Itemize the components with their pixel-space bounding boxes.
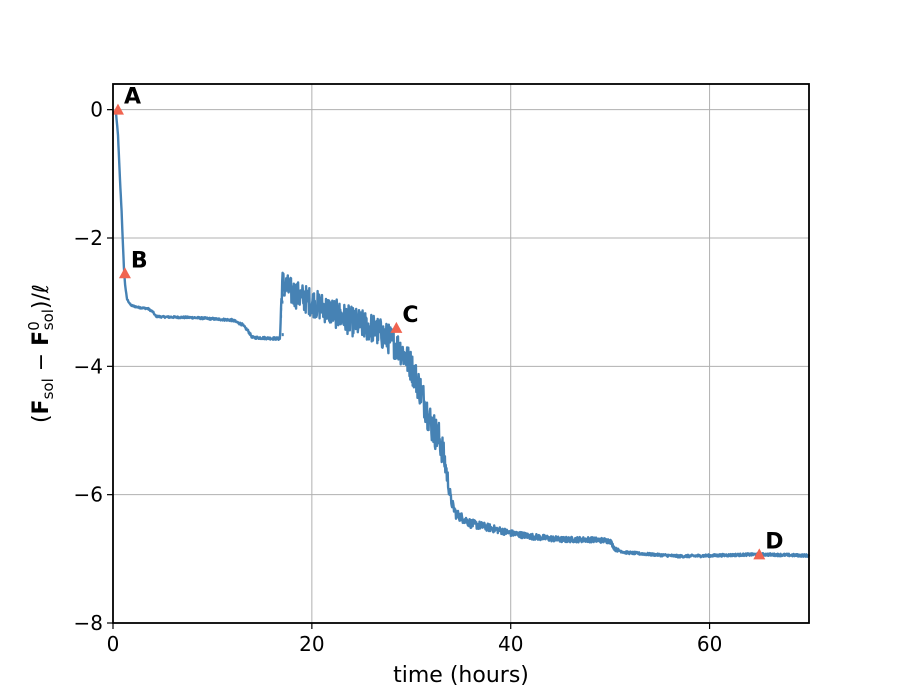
series-point (280, 314, 283, 318)
y-label-f2: F (29, 331, 54, 346)
series-point (281, 284, 284, 288)
annotation-markers: A B C D (111, 85, 784, 560)
series-point (280, 307, 283, 311)
y-label-open: ( (29, 414, 54, 423)
series-point (281, 300, 284, 304)
plot-frame (112, 83, 810, 624)
annotation-label-c: C (402, 303, 418, 328)
axis-ticks: 0 20 40 60 0 −2 −4 −6 −8 (74, 98, 723, 656)
y-label-sub1: sol (39, 378, 57, 399)
y-label-sub2: sol (39, 309, 57, 330)
x-tick-label: 40 (498, 632, 523, 656)
x-tick-label: 0 (107, 632, 120, 656)
y-tick-label: −6 (74, 483, 103, 507)
y-axis-label: (Fsol − F0sol)/ℓ (25, 284, 57, 423)
series-point (281, 333, 284, 337)
y-tick-label: −4 (74, 354, 103, 378)
y-tick-label: 0 (90, 98, 103, 122)
y-tick-label: −8 (74, 611, 103, 635)
marker-d (753, 548, 766, 560)
x-tick-label: 20 (299, 632, 324, 656)
series-trace-0 (114, 111, 810, 559)
marker-b (118, 267, 131, 279)
x-tick-label: 60 (697, 632, 722, 656)
y-tick-label: −2 (74, 226, 103, 250)
y-label-sup2: 0 (25, 321, 43, 331)
series-point (281, 293, 284, 297)
y-label-minus: − (29, 346, 54, 378)
marker-a (111, 103, 124, 115)
marker-c (390, 321, 403, 333)
x-axis-label: time (hours) (393, 663, 529, 688)
y-label-close: )/ℓ (29, 284, 54, 309)
annotation-label-b: B (131, 248, 148, 273)
annotation-label-d: D (765, 529, 783, 554)
grid (112, 84, 809, 624)
data-series (114, 111, 810, 559)
annotation-label-a: A (124, 85, 141, 110)
y-label-f1: F (29, 399, 54, 414)
